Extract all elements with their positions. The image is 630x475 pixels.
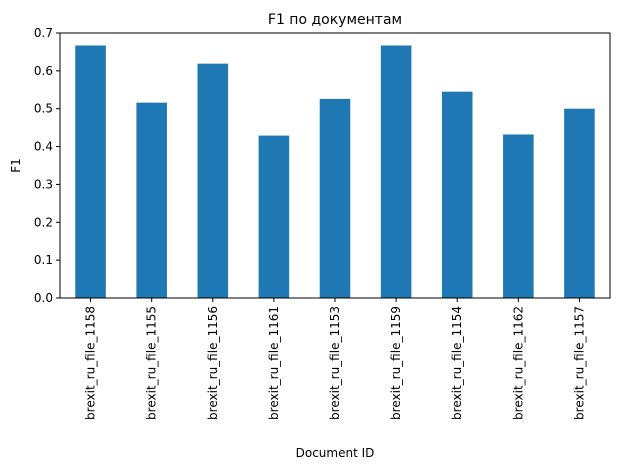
x-tick-label-brexit_ru_file_1157: brexit_ru_file_1157: [572, 306, 586, 420]
bar-brexit_ru_file_1162: [503, 134, 534, 298]
x-axis: brexit_ru_file_1158 brexit_ru_file_1155 br…: [84, 298, 586, 420]
y-tick-label-0.6: 0.6: [34, 64, 53, 78]
y-axis: 0.0 0.1 0.2 0.3 0.4 0.5 0.6 0.7: [34, 26, 60, 305]
bar-brexit_ru_file_1156: [197, 63, 229, 298]
bar-brexit_ru_file_1159: [380, 45, 412, 298]
x-tick-label-brexit_ru_file_1153: brexit_ru_file_1153: [328, 306, 342, 420]
x-axis-label: Document ID: [296, 446, 375, 460]
bar-brexit_ru_file_1154: [441, 91, 473, 299]
x-tick-label-brexit_ru_file_1155: brexit_ru_file_1155: [145, 306, 159, 420]
x-tick-label-brexit_ru_file_1162: brexit_ru_file_1162: [511, 306, 525, 420]
y-tick-label-0.1: 0.1: [34, 253, 53, 267]
x-tick-label-brexit_ru_file_1158: brexit_ru_file_1158: [84, 306, 98, 420]
y-tick-label-0.4: 0.4: [34, 140, 53, 154]
x-tick-label-brexit_ru_file_1161: brexit_ru_file_1161: [267, 306, 281, 420]
bar-brexit_ru_file_1158: [75, 45, 106, 298]
bar-brexit_ru_file_1161: [258, 135, 290, 298]
bars-group: [75, 45, 595, 299]
y-tick-label-0.5: 0.5: [34, 102, 53, 116]
y-tick-label-0.0: 0.0: [34, 291, 53, 305]
bar-brexit_ru_file_1155: [136, 102, 167, 298]
y-axis-label: F1: [9, 158, 23, 173]
x-tick-label-brexit_ru_file_1154: brexit_ru_file_1154: [450, 306, 464, 420]
bar-brexit_ru_file_1157: [564, 108, 595, 299]
y-tick-label-0.7: 0.7: [34, 26, 53, 40]
plot-frame: [59, 32, 611, 299]
x-tick-label-brexit_ru_file_1159: brexit_ru_file_1159: [389, 306, 403, 420]
bar-brexit_ru_file_1153: [319, 98, 351, 299]
y-tick-label-0.2: 0.2: [34, 215, 53, 229]
y-tick-label-0.3: 0.3: [34, 177, 53, 191]
x-tick-label-brexit_ru_file_1156: brexit_ru_file_1156: [206, 306, 220, 420]
chart-title: F1 по документам: [268, 12, 402, 28]
